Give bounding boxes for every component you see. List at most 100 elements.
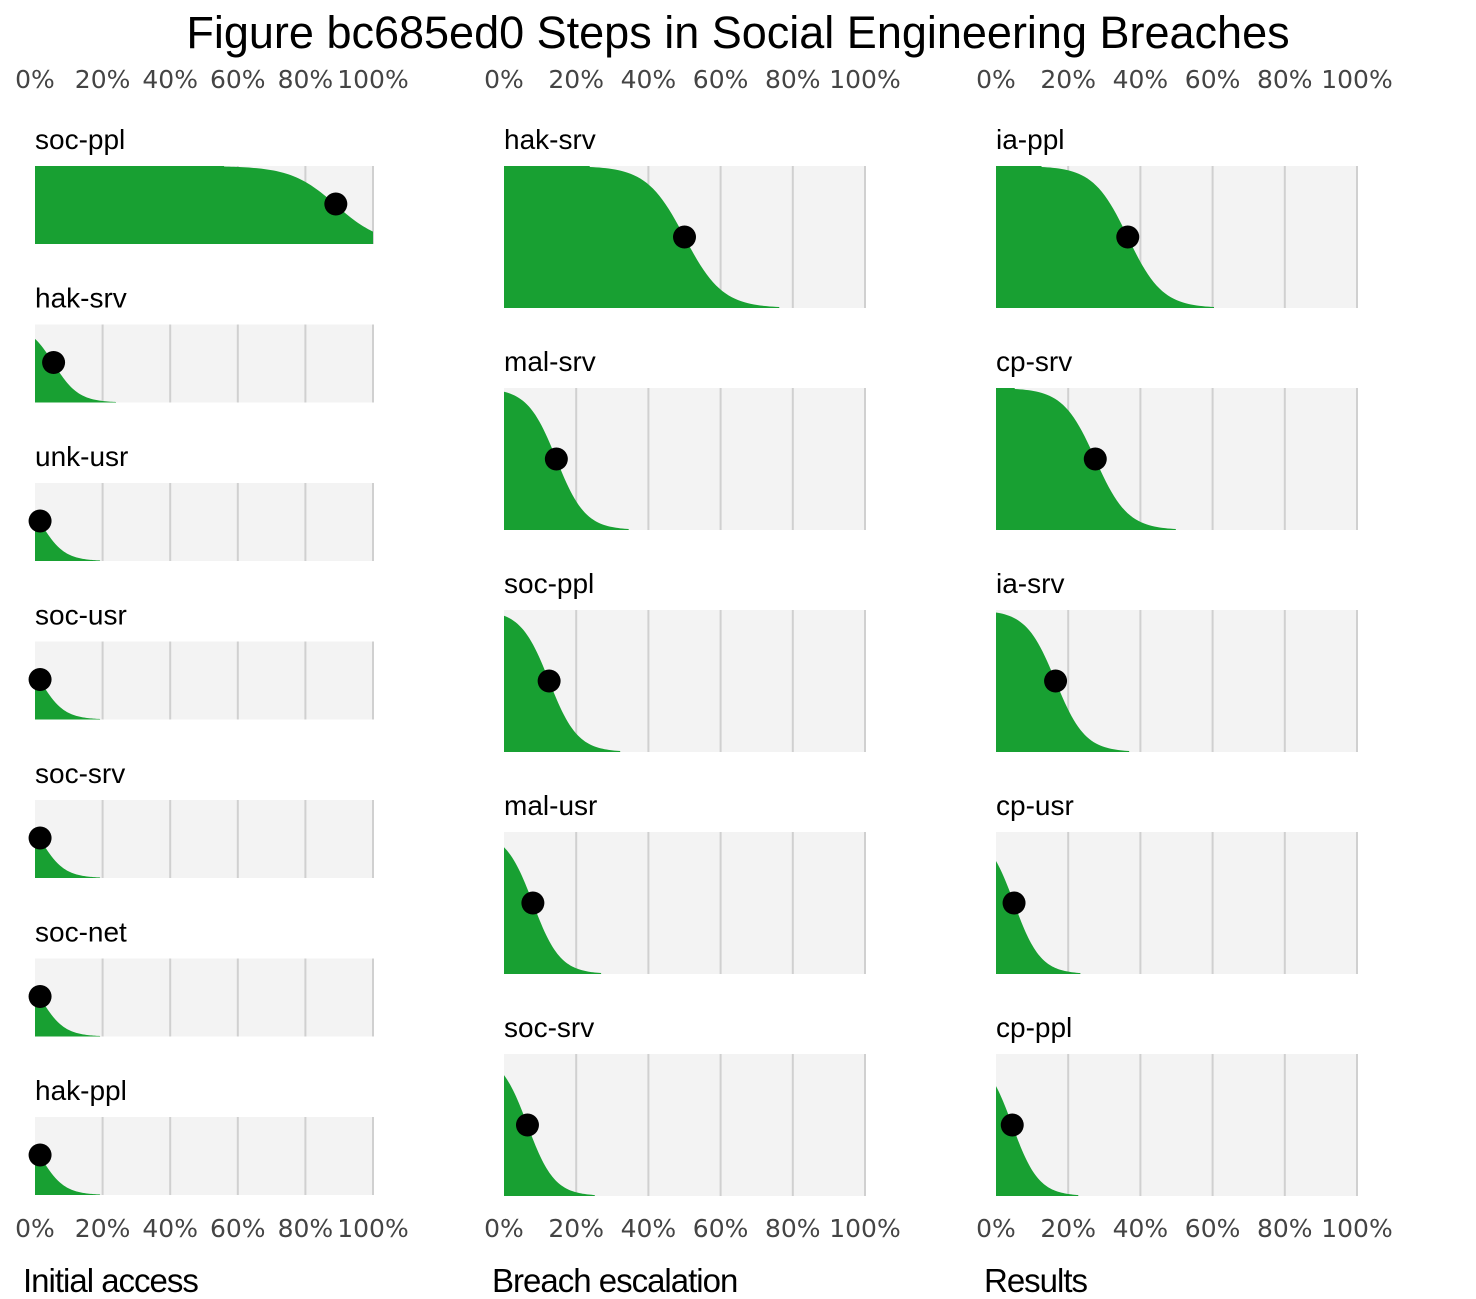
value-dot xyxy=(1083,447,1107,471)
bottom-tick-label: 80% xyxy=(765,1214,821,1243)
chart-title: Figure bc685ed0 Steps in Social Engineer… xyxy=(186,7,1289,58)
top-tick-label: 40% xyxy=(621,65,677,94)
bottom-tick-label: 0% xyxy=(484,1214,524,1243)
distribution-area xyxy=(35,800,101,878)
row-label: hak-srv xyxy=(35,283,127,314)
top-tick-label: 60% xyxy=(693,65,749,94)
distribution-area xyxy=(996,166,1214,308)
row-label: cp-srv xyxy=(996,346,1072,377)
top-tick-label: 80% xyxy=(1257,65,1313,94)
distribution-area xyxy=(504,832,602,974)
distribution-area xyxy=(504,610,621,752)
row-label: hak-ppl xyxy=(35,1075,127,1106)
bottom-tick-label: 80% xyxy=(1257,1214,1313,1243)
value-dot xyxy=(1116,225,1140,249)
value-dot xyxy=(1000,1113,1024,1137)
track-background xyxy=(996,832,1357,974)
distribution-area xyxy=(504,1054,595,1196)
distribution-area xyxy=(35,958,101,1037)
row-mal-usr: mal-usr xyxy=(504,790,866,974)
track-background xyxy=(35,958,373,1037)
top-tick-label: 0% xyxy=(15,65,55,94)
track-background xyxy=(35,800,373,878)
distribution-area xyxy=(35,641,101,720)
row-label: unk-usr xyxy=(35,441,128,472)
value-dot xyxy=(521,891,545,915)
row-ia-srv: ia-srv xyxy=(996,568,1358,752)
row-label: cp-ppl xyxy=(996,1012,1072,1043)
top-tick-label: 20% xyxy=(1040,65,1096,94)
bottom-tick-label: 60% xyxy=(693,1214,749,1243)
row-cp-ppl: cp-ppl xyxy=(996,1012,1358,1196)
panel-title: Results xyxy=(984,1262,1088,1299)
top-tick-label: 20% xyxy=(548,65,604,94)
row-hak-ppl: hak-ppl xyxy=(28,1075,374,1195)
panel-3: 0% 0% 20% 20% 40% 40% 60% 60% 80% 80% 100% 100% Resu… xyxy=(976,65,1393,1299)
row-ia-ppl: ia-ppl xyxy=(996,124,1358,308)
distribution-area xyxy=(504,166,780,308)
row-label: cp-usr xyxy=(996,790,1074,821)
value-dot xyxy=(42,351,66,374)
row-soc-srv: soc-srv xyxy=(28,758,374,878)
row-label: ia-srv xyxy=(996,568,1064,599)
row-label: soc-srv xyxy=(35,758,125,789)
top-tick-label: 0% xyxy=(976,65,1016,94)
row-hak-srv: hak-srv xyxy=(35,283,374,403)
track-background xyxy=(504,832,865,974)
panel-2: 0% 0% 20% 20% 40% 40% 60% 60% 80% 80% 100% 100% Brea… xyxy=(484,65,901,1299)
distribution-area xyxy=(504,388,629,530)
value-dot xyxy=(28,668,52,691)
track-background xyxy=(35,1117,373,1195)
top-tick-label: 60% xyxy=(210,65,266,94)
bottom-tick-label: 80% xyxy=(278,1214,334,1243)
row-cp-usr: cp-usr xyxy=(996,790,1358,974)
value-dot xyxy=(28,985,52,1008)
value-dot xyxy=(673,225,696,249)
value-dot xyxy=(537,669,561,693)
panel-title: Breach escalation xyxy=(492,1262,737,1299)
row-soc-srv: soc-srv xyxy=(504,1012,866,1196)
row-label: soc-ppl xyxy=(35,124,125,155)
row-label: soc-net xyxy=(35,917,127,948)
value-dot xyxy=(544,447,568,471)
row-label: soc-usr xyxy=(35,600,127,631)
bottom-tick-label: 40% xyxy=(621,1214,677,1243)
top-tick-label: 100% xyxy=(1321,65,1392,94)
distribution-area xyxy=(996,610,1130,752)
track-background xyxy=(35,324,373,403)
top-tick-label: 100% xyxy=(829,65,900,94)
row-soc-ppl: soc-ppl xyxy=(35,124,374,244)
top-tick-label: 60% xyxy=(1185,65,1241,94)
row-soc-ppl: soc-ppl xyxy=(504,568,866,752)
distribution-area xyxy=(996,1054,1079,1196)
top-tick-label: 100% xyxy=(337,65,408,94)
row-label: soc-srv xyxy=(504,1012,594,1043)
value-dot xyxy=(28,1143,52,1167)
bottom-tick-label: 20% xyxy=(75,1214,131,1243)
track-background xyxy=(35,483,373,561)
bottom-tick-label: 40% xyxy=(1113,1214,1169,1243)
bottom-tick-label: 100% xyxy=(1321,1214,1392,1243)
value-dot xyxy=(324,192,348,216)
top-tick-label: 80% xyxy=(765,65,821,94)
value-dot xyxy=(1002,891,1026,915)
top-tick-label: 40% xyxy=(142,65,198,94)
top-tick-label: 80% xyxy=(278,65,334,94)
distribution-area xyxy=(35,324,116,403)
row-label: mal-srv xyxy=(504,346,596,377)
row-unk-usr: unk-usr xyxy=(28,441,374,561)
row-hak-srv: hak-srv xyxy=(504,124,866,308)
top-tick-label: 40% xyxy=(1113,65,1169,94)
top-tick-label: 20% xyxy=(75,65,131,94)
bottom-tick-label: 20% xyxy=(1040,1214,1096,1243)
row-label: mal-usr xyxy=(504,790,597,821)
panel-title: Initial access xyxy=(23,1262,198,1299)
row-label: soc-ppl xyxy=(504,568,594,599)
track-background xyxy=(996,1054,1357,1196)
top-tick-label: 0% xyxy=(484,65,524,94)
distribution-area xyxy=(996,832,1081,974)
row-soc-net: soc-net xyxy=(28,917,374,1037)
bottom-tick-label: 20% xyxy=(548,1214,604,1243)
panel-1: 0%0%20%20%40%40%60%60%80%80%100%100%Init… xyxy=(15,65,409,1299)
